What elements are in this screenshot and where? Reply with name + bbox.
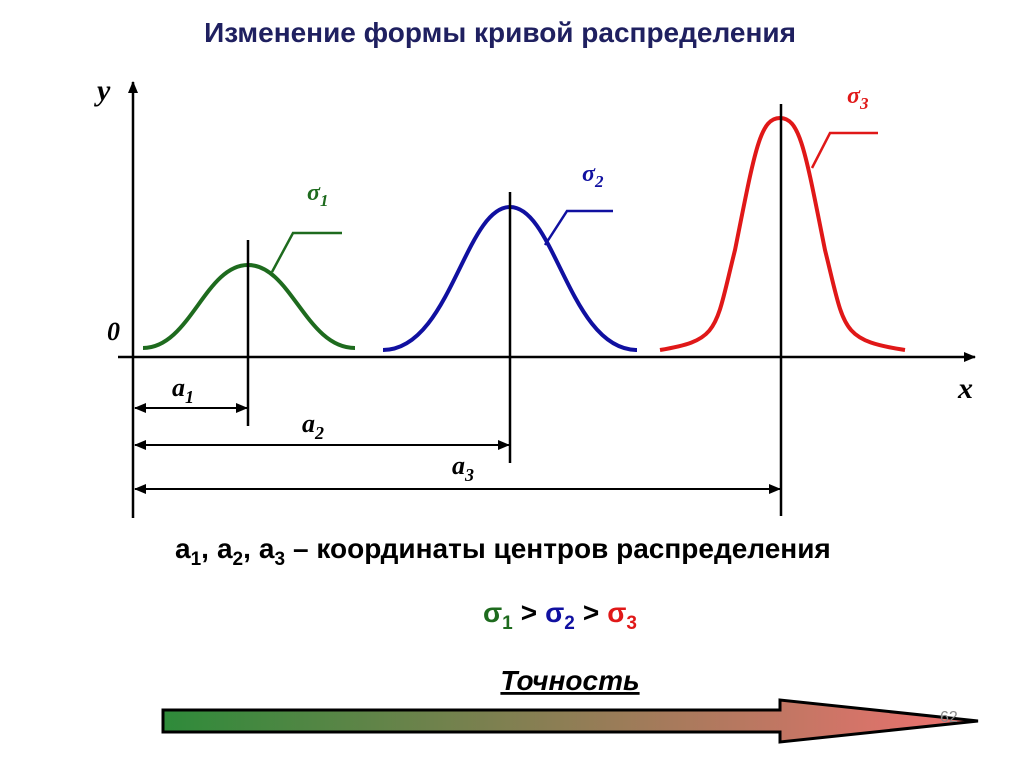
a-index: 2	[314, 423, 324, 443]
a-index: 2	[233, 549, 244, 570]
a-index: 1	[191, 549, 202, 570]
x-label: x	[957, 372, 973, 405]
a-letter: a	[172, 373, 185, 402]
caption: a1, a2, a3– координаты центров распределен…	[175, 533, 831, 570]
sigma-symbol: σ	[607, 597, 626, 628]
origin-label: 0	[107, 317, 120, 346]
a-index: 1	[185, 387, 194, 407]
a-letter: a	[302, 409, 315, 438]
separator: ,	[243, 533, 251, 564]
center-label: a1	[172, 373, 194, 407]
sigma-index: 2	[594, 172, 604, 191]
page-number: 62	[940, 709, 958, 726]
caption-text: – координаты центров распределения	[293, 533, 831, 564]
sigma-label: σ3	[847, 83, 869, 113]
a-index: 3	[274, 549, 285, 570]
relation: >	[583, 597, 599, 628]
curve-3	[659, 115, 906, 352]
sigma-label: σ2	[582, 161, 604, 191]
y-label: y	[94, 74, 111, 107]
sigma-index: 3	[626, 613, 637, 634]
a-index: 3	[464, 465, 474, 485]
sigma-symbol: σ	[847, 83, 861, 109]
sigma-index: 1	[320, 191, 329, 210]
center-label: a3	[452, 451, 474, 485]
a-letter: a	[259, 533, 275, 564]
comparison: σ1 > σ2 > σ3	[483, 597, 637, 634]
leader	[270, 231, 342, 273]
leader	[810, 131, 878, 169]
leader	[543, 209, 613, 246]
center-label: a2	[302, 409, 324, 443]
accuracy-arrow	[161, 698, 979, 744]
sigma-symbol: σ	[582, 161, 596, 187]
separator: ,	[201, 533, 209, 564]
sigma-symbol: σ	[307, 180, 321, 206]
title: Изменение формы кривой распределения	[204, 17, 796, 48]
sigma-index: 3	[859, 94, 869, 113]
a-letter: a	[217, 533, 233, 564]
a-letter: a	[452, 451, 465, 480]
a-letter: a	[175, 533, 191, 564]
accuracy-label: Точность	[500, 665, 639, 696]
sigma-symbol: σ	[545, 597, 564, 628]
relation: >	[521, 597, 537, 628]
sigma-symbol: σ	[483, 597, 502, 628]
sigma-label: σ1	[307, 180, 328, 210]
sigma-index: 2	[564, 613, 575, 634]
sigma-index: 1	[502, 613, 513, 634]
